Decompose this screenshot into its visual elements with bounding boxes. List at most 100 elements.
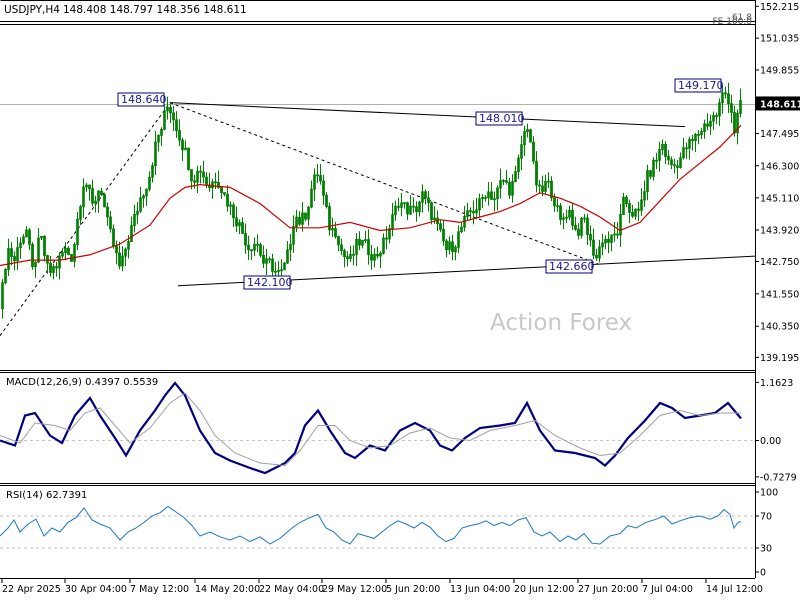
- candle-body: [7, 248, 10, 270]
- candle-body: [271, 258, 274, 272]
- candle-body: [304, 212, 307, 220]
- price-axis: 152.215 151.035 149.855 148.611 147.495 146.3…: [755, 2, 800, 364]
- macd-tick-label: 1.1623: [760, 378, 793, 389]
- candle-body: [658, 149, 661, 161]
- candle-body: [403, 202, 406, 205]
- candle-body: [535, 160, 538, 186]
- candle-body: [421, 191, 424, 203]
- annotation-label: 149.170: [678, 79, 724, 92]
- macd-line: [0, 381, 742, 475]
- current-price-box: [756, 96, 800, 111]
- candle-body: [718, 102, 721, 117]
- candle-body: [721, 92, 724, 104]
- candle-body: [127, 241, 130, 250]
- time-tick-label: 13 Jun 04:00: [450, 584, 510, 595]
- annotation-label: 148.010: [479, 112, 525, 125]
- candle-body: [259, 244, 262, 256]
- candle-body: [415, 206, 418, 213]
- candle-body: [343, 250, 346, 258]
- candle-body: [265, 258, 268, 264]
- candle-body: [283, 262, 286, 271]
- candle-body: [169, 107, 172, 114]
- candle-body: [64, 247, 67, 254]
- chart-title: USDJPY,H4: [4, 4, 60, 16]
- candle-body: [676, 165, 679, 168]
- candle-body: [451, 241, 454, 253]
- candle-body: [568, 210, 571, 218]
- candle-body: [598, 246, 601, 259]
- time-tick-label: 14 Jul 12:00: [706, 584, 763, 595]
- candle-body: [124, 248, 127, 257]
- candle-body: [187, 147, 190, 170]
- candle-body: [352, 253, 355, 256]
- annotation-box: [475, 111, 523, 126]
- candle-body: [109, 216, 112, 230]
- candle-body: [172, 112, 175, 121]
- candle-body: [25, 229, 28, 238]
- candle-body: [562, 217, 565, 220]
- candle-body: [220, 187, 223, 193]
- candle-body: [115, 245, 118, 254]
- candle-body: [388, 228, 391, 240]
- candle-body: [511, 181, 514, 196]
- trendline: [169, 102, 686, 128]
- candle-body: [571, 210, 574, 226]
- candle-body: [547, 180, 550, 183]
- candle-body: [13, 256, 16, 262]
- macd-axis: 1.1623 0.00 -0.7279: [755, 378, 797, 483]
- rsi-tick-label: 30: [760, 544, 772, 555]
- candle-body: [667, 156, 670, 161]
- time-tick-label: 14 May 20:00: [195, 584, 260, 595]
- candle-body: [325, 194, 328, 207]
- macd-signal-line: [0, 392, 741, 467]
- candle-body: [691, 139, 694, 142]
- candle-body: [46, 255, 49, 264]
- candle-body: [370, 254, 373, 261]
- candle-body: [295, 216, 298, 227]
- watermark: Action Forex: [490, 310, 632, 336]
- candle-body: [727, 93, 730, 104]
- candle-body: [190, 169, 193, 182]
- candle-body: [112, 228, 115, 247]
- candle-body: [688, 139, 691, 149]
- candle-body: [373, 253, 376, 261]
- candle-body: [340, 244, 343, 252]
- candle-body: [397, 205, 400, 208]
- trendline: [0, 102, 171, 336]
- candle-body: [151, 165, 154, 178]
- candle-body: [244, 233, 247, 246]
- candle-body: [205, 176, 208, 186]
- candle-body: [82, 186, 85, 208]
- candle-body: [514, 171, 517, 183]
- fib-lines: [0, 21, 755, 25]
- candle-body: [118, 252, 121, 267]
- candle-body: [76, 218, 79, 245]
- candle-body: [241, 222, 244, 234]
- candle-body: [319, 175, 322, 182]
- time-tick-label: 27 Jun 20:00: [578, 584, 638, 595]
- candle-body: [79, 206, 82, 220]
- candle-body: [730, 103, 733, 113]
- candle-body: [508, 181, 511, 196]
- candle-body: [253, 243, 256, 251]
- annotation-label: 142.100: [247, 276, 293, 289]
- candle-body: [229, 204, 232, 207]
- candle-body: [607, 238, 610, 243]
- candle-body: [640, 199, 643, 211]
- candle-body: [349, 254, 352, 259]
- candle-body: [457, 231, 460, 248]
- candle-body: [631, 212, 634, 217]
- candle-body: [739, 100, 742, 114]
- candle-body: [553, 197, 556, 207]
- candle-body: [379, 252, 382, 257]
- candle-body: [550, 180, 553, 199]
- ma-line: [0, 124, 742, 267]
- candle-body: [646, 170, 649, 193]
- candle-body: [610, 234, 613, 243]
- ohlc-readout: 148.408 148.797 148.356 148.611: [63, 4, 247, 16]
- candle-body: [277, 270, 280, 272]
- candle-body: [619, 214, 622, 236]
- candle-body: [487, 191, 490, 199]
- candle-body: [19, 242, 22, 249]
